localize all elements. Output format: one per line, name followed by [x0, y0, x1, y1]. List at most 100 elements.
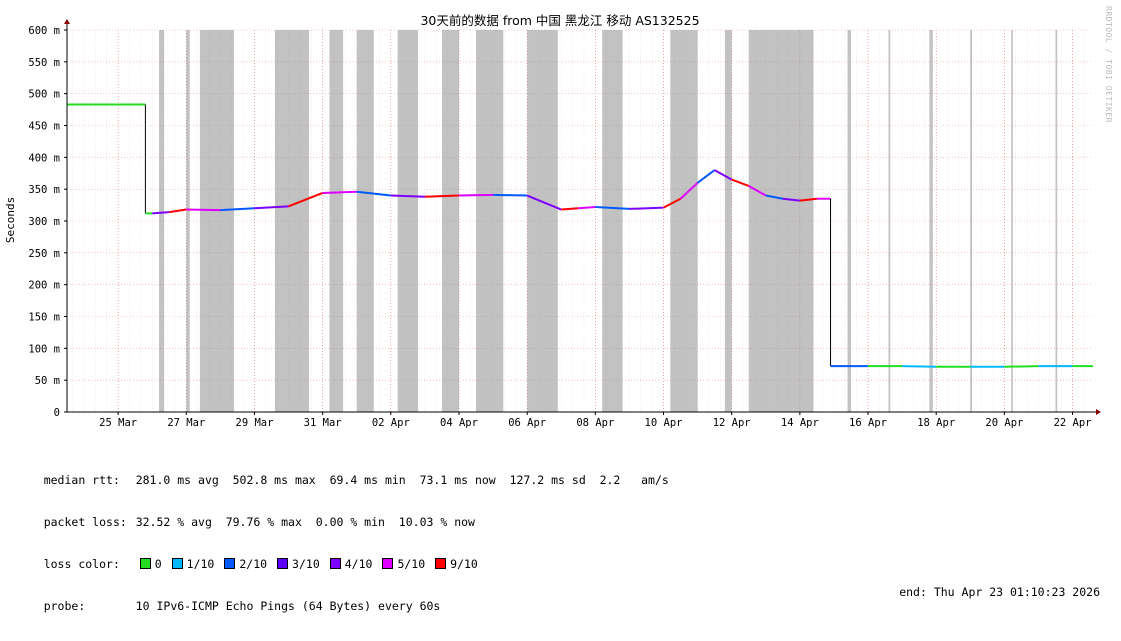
loss-gap-band	[724, 30, 732, 412]
series-segment	[714, 169, 733, 181]
packet-loss-gaps	[159, 30, 1058, 412]
legend-color-row: loss color: 0 1/10 2/10 3/10 4/10 5/10 9/10	[16, 543, 1116, 571]
y-tick-label: 100 m	[28, 343, 60, 355]
series-segment	[424, 194, 460, 198]
x-tick-label: 04 Apr	[440, 417, 478, 428]
series-segment	[1004, 365, 1039, 368]
loss-color-swatch	[139, 558, 151, 569]
series-segment	[526, 194, 562, 211]
probe-label: probe:	[43, 599, 86, 613]
series-segment	[748, 185, 767, 197]
loss-gap-band	[441, 30, 459, 412]
loss-color-swatch-label: 1/10	[186, 557, 215, 571]
axes	[64, 19, 1101, 415]
median-rtt-label: median rtt:	[43, 473, 120, 487]
loss-gap-band	[329, 30, 344, 412]
series-segment	[578, 205, 596, 210]
y-tick-label: 400 m	[28, 152, 60, 164]
packet-loss-value: 32.52 % avg 79.76 % max 0.00 % min 10.03…	[135, 515, 475, 529]
x-tick-label: 29 Mar	[236, 417, 274, 428]
probe-value: 10 IPv6-ICMP Echo Pings (64 Bytes) every…	[135, 599, 441, 613]
y-axis-arrow	[64, 19, 70, 24]
packet-loss-label: packet loss:	[43, 515, 127, 529]
x-tick-label: 18 Apr	[917, 417, 955, 428]
loss-color-label: loss color:	[43, 557, 120, 571]
x-tick-label: 25 Mar	[99, 417, 137, 428]
y-tick-label: 350 m	[28, 184, 60, 196]
x-tick-label: 22 Apr	[1054, 417, 1092, 428]
y-tick-label: 500 m	[28, 89, 60, 101]
loss-gap-band	[929, 30, 933, 412]
series-segment	[731, 178, 750, 187]
latency-chart: 30天前的数据 from 中国 黑龙江 移动 AS132525 Seconds …	[4, 13, 1101, 428]
loss-color-swatch-label: 4/10	[344, 557, 373, 571]
series-segment	[561, 207, 579, 211]
loss-color-swatch	[277, 558, 289, 569]
loss-color-swatch	[382, 558, 394, 569]
x-tick-label: 12 Apr	[713, 417, 751, 428]
loss-gap-band	[847, 30, 851, 412]
chart-title: 30天前的数据 from 中国 黑龙江 移动 AS132525	[420, 13, 699, 28]
series-segment	[220, 207, 255, 212]
series-segment	[782, 197, 800, 202]
legend-probe-row: probe: 10 IPv6-ICMP Echo Pings (64 Bytes)…	[16, 585, 1116, 613]
series-segment	[288, 192, 324, 208]
series-segment	[493, 193, 528, 197]
loss-gap-band	[199, 30, 235, 412]
x-tick-label: 31 Mar	[304, 417, 342, 428]
loss-gap-band	[397, 30, 419, 412]
loss-color-swatches: 0 1/10 2/10 3/10 4/10 5/10 9/10	[136, 557, 484, 571]
x-tick-label: 14 Apr	[781, 417, 819, 428]
series-segment	[322, 190, 357, 194]
series-segment	[765, 194, 783, 200]
loss-gap-band	[1011, 30, 1013, 412]
x-tick-label: 06 Apr	[508, 417, 546, 428]
y-tick-label: 250 m	[28, 248, 60, 260]
loss-color-swatch-label: 0	[154, 557, 162, 571]
y-axis-label: Seconds	[4, 197, 17, 243]
y-tick-label: 450 m	[28, 121, 60, 133]
legend-median-row: median rtt: 281.0 ms avg 502.8 ms max 69.…	[16, 459, 1116, 487]
y-tick-label: 300 m	[28, 216, 60, 228]
series-group	[67, 103, 1093, 368]
series-segment	[390, 194, 425, 198]
series-segment	[356, 190, 391, 197]
series-segment	[152, 211, 170, 215]
x-tick-label: 10 Apr	[645, 417, 683, 428]
loss-gap-band	[159, 30, 165, 412]
loss-gap-band	[970, 30, 972, 412]
series-segment	[169, 208, 187, 214]
y-tick-label: 600 m	[28, 25, 60, 37]
y-tick-label: 150 m	[28, 312, 60, 324]
loss-color-swatch	[171, 558, 183, 569]
loss-gap-band	[274, 30, 310, 412]
loss-gap-band	[476, 30, 504, 412]
loss-color-swatch-label: 2/10	[239, 557, 268, 571]
series-segment	[696, 169, 716, 184]
loss-color-swatch	[224, 558, 236, 569]
loss-gap-band	[527, 30, 558, 412]
rrdtool-credit: RRDTOOL / TOBI OETIKER	[1104, 6, 1113, 123]
loss-gap-band	[888, 30, 891, 412]
legend-loss-row: packet loss: 32.52 % avg 79.76 % max 0.00…	[16, 501, 1116, 529]
x-tick-labels: 25 Mar 27 Mar 29 Mar 31 Mar 02 Apr 04 Apr 06 A…	[99, 412, 1092, 428]
loss-gap-band	[670, 30, 698, 412]
loss-gap-band	[186, 30, 190, 412]
series-segment	[902, 365, 937, 368]
y-tick-label: 550 m	[28, 57, 60, 69]
legend-block: median rtt: 281.0 ms avg 502.8 ms max 69.…	[16, 431, 1116, 613]
series-segment	[799, 197, 818, 202]
loss-color-swatch-label: 5/10	[397, 557, 426, 571]
series-segment	[679, 182, 699, 200]
loss-gap-band	[602, 30, 623, 412]
loss-color-swatch	[435, 558, 447, 569]
x-tick-label: 02 Apr	[372, 417, 410, 428]
loss-color-swatch	[329, 558, 341, 569]
loss-gap-band	[748, 30, 814, 412]
y-tick-labels: 0 50 m 100 m 150 m 200 m 250 m 300 m 350 m 400 m…	[28, 25, 67, 419]
x-tick-label: 27 Mar	[167, 417, 205, 428]
y-tick-label: 200 m	[28, 280, 60, 292]
series-segment	[595, 205, 630, 210]
series-segment	[186, 208, 221, 212]
series-segment	[663, 197, 682, 209]
